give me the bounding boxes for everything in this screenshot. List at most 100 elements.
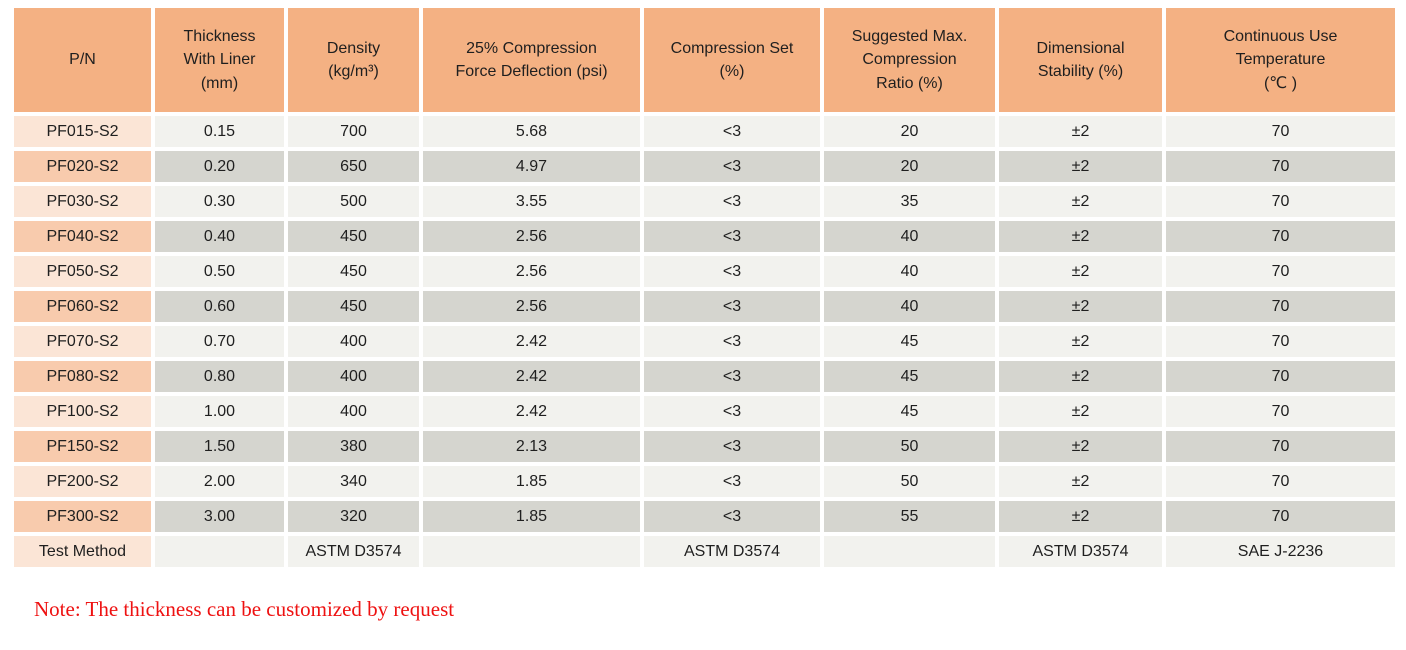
value-cell: 40 (824, 256, 995, 287)
value-cell: 0.40 (155, 221, 284, 252)
row-label-cell: Test Method (14, 536, 151, 567)
value-cell: 340 (288, 466, 419, 497)
column-header-density: Density (kg/m³) (288, 8, 419, 112)
value-cell: 3.00 (155, 501, 284, 532)
column-header-continuous-use-temperature: Continuous Use Temperature (℃ ) (1166, 8, 1395, 112)
row-label-cell: PF050-S2 (14, 256, 151, 287)
value-cell (155, 536, 284, 567)
value-cell: <3 (644, 291, 820, 322)
row-label-cell: PF070-S2 (14, 326, 151, 357)
table-row: PF030-S2 0.30 500 3.55 <3 35 ±2 70 (14, 186, 1395, 217)
value-cell: ±2 (999, 361, 1162, 392)
value-cell: 45 (824, 326, 995, 357)
value-cell: 2.56 (423, 291, 640, 322)
value-cell: 2.42 (423, 326, 640, 357)
spec-table: P/N Thickness With Liner (mm) Density (k… (10, 4, 1399, 571)
value-cell: 40 (824, 291, 995, 322)
row-label-cell: PF100-S2 (14, 396, 151, 427)
table-row: PF300-S2 3.00 320 1.85 <3 55 ±2 70 (14, 501, 1395, 532)
value-cell: 380 (288, 431, 419, 462)
value-cell: 35 (824, 186, 995, 217)
value-cell: 1.50 (155, 431, 284, 462)
value-cell: 0.15 (155, 116, 284, 147)
value-cell: 2.00 (155, 466, 284, 497)
value-cell: 55 (824, 501, 995, 532)
value-cell (824, 536, 995, 567)
value-cell: 50 (824, 466, 995, 497)
value-cell: <3 (644, 151, 820, 182)
table-row: PF040-S2 0.40 450 2.56 <3 40 ±2 70 (14, 221, 1395, 252)
value-cell: 2.56 (423, 221, 640, 252)
value-cell (423, 536, 640, 567)
value-cell: 2.56 (423, 256, 640, 287)
value-cell: ±2 (999, 396, 1162, 427)
value-cell: <3 (644, 431, 820, 462)
value-cell: 70 (1166, 501, 1395, 532)
test-method-row: Test Method ASTM D3574 ASTM D3574 ASTM D357… (14, 536, 1395, 567)
value-cell: <3 (644, 326, 820, 357)
value-cell: 450 (288, 291, 419, 322)
value-cell: <3 (644, 116, 820, 147)
value-cell: 70 (1166, 151, 1395, 182)
value-cell: 70 (1166, 256, 1395, 287)
value-cell: 0.20 (155, 151, 284, 182)
value-cell: ±2 (999, 326, 1162, 357)
value-cell: 70 (1166, 431, 1395, 462)
value-cell: 70 (1166, 186, 1395, 217)
value-cell: <3 (644, 361, 820, 392)
value-cell: 0.60 (155, 291, 284, 322)
value-cell: 40 (824, 221, 995, 252)
value-cell: 5.68 (423, 116, 640, 147)
value-cell: 1.85 (423, 501, 640, 532)
value-cell: 2.42 (423, 361, 640, 392)
value-cell: ±2 (999, 291, 1162, 322)
value-cell: <3 (644, 466, 820, 497)
value-cell: <3 (644, 221, 820, 252)
value-cell: 700 (288, 116, 419, 147)
value-cell: <3 (644, 256, 820, 287)
value-cell: 400 (288, 326, 419, 357)
table-row: PF080-S2 0.80 400 2.42 <3 45 ±2 70 (14, 361, 1395, 392)
value-cell: 70 (1166, 326, 1395, 357)
value-cell: 70 (1166, 116, 1395, 147)
value-cell: 400 (288, 396, 419, 427)
value-cell: 320 (288, 501, 419, 532)
table-row: PF020-S2 0.20 650 4.97 <3 20 ±2 70 (14, 151, 1395, 182)
value-cell: 20 (824, 116, 995, 147)
value-cell: 45 (824, 396, 995, 427)
value-cell: 0.30 (155, 186, 284, 217)
value-cell: 70 (1166, 221, 1395, 252)
value-cell: 2.42 (423, 396, 640, 427)
value-cell: <3 (644, 186, 820, 217)
value-cell: 650 (288, 151, 419, 182)
table-body: PF015-S2 0.15 700 5.68 <3 20 ±2 70 PF020-S2 0.20 6… (14, 116, 1395, 567)
row-label-cell: PF060-S2 (14, 291, 151, 322)
column-header-max-compression-ratio: Suggested Max. Compression Ratio (%) (824, 8, 995, 112)
value-cell: 50 (824, 431, 995, 462)
value-cell: 4.97 (423, 151, 640, 182)
column-header-pn: P/N (14, 8, 151, 112)
value-cell: 450 (288, 256, 419, 287)
value-cell: ±2 (999, 151, 1162, 182)
column-header-compression-force-deflection: 25% Compression Force Deflection (psi) (423, 8, 640, 112)
value-cell: ASTM D3574 (644, 536, 820, 567)
value-cell: 20 (824, 151, 995, 182)
value-cell: 500 (288, 186, 419, 217)
value-cell: 70 (1166, 466, 1395, 497)
table-row: PF070-S2 0.70 400 2.42 <3 45 ±2 70 (14, 326, 1395, 357)
value-cell: <3 (644, 501, 820, 532)
row-label-cell: PF080-S2 (14, 361, 151, 392)
value-cell: 1.85 (423, 466, 640, 497)
value-cell: ±2 (999, 466, 1162, 497)
table-row: PF200-S2 2.00 340 1.85 <3 50 ±2 70 (14, 466, 1395, 497)
value-cell: ±2 (999, 186, 1162, 217)
table-row: PF050-S2 0.50 450 2.56 <3 40 ±2 70 (14, 256, 1395, 287)
value-cell: ±2 (999, 221, 1162, 252)
value-cell: 45 (824, 361, 995, 392)
value-cell: ASTM D3574 (288, 536, 419, 567)
table-row: PF060-S2 0.60 450 2.56 <3 40 ±2 70 (14, 291, 1395, 322)
value-cell: SAE J-2236 (1166, 536, 1395, 567)
value-cell: 3.55 (423, 186, 640, 217)
value-cell: ±2 (999, 256, 1162, 287)
page: P/N Thickness With Liner (mm) Density (k… (10, 4, 1399, 621)
